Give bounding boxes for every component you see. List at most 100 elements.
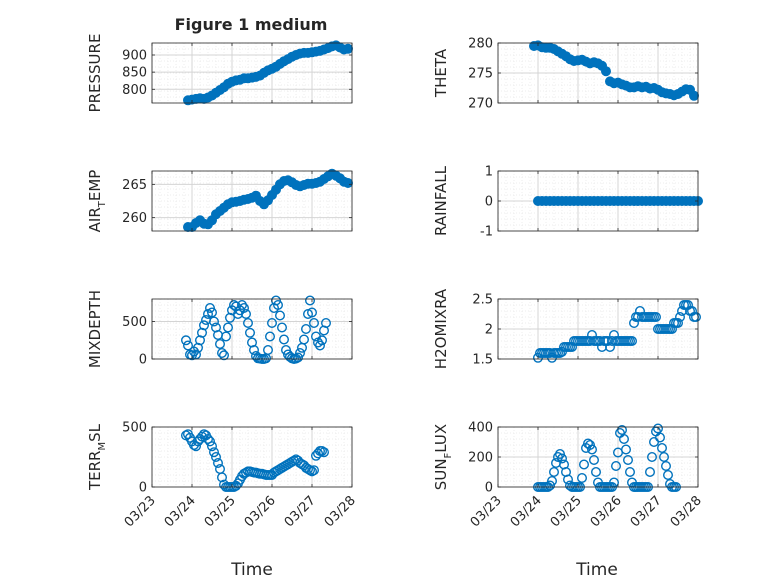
sun-flux-point <box>555 449 566 460</box>
mixdepth-point <box>238 303 249 314</box>
air-temp-ylabel-part: AIR <box>86 207 104 232</box>
mixdepth-point <box>295 348 306 359</box>
h2omixra-point <box>651 312 662 323</box>
rainfall-ylabel: RAINFALL <box>432 165 450 236</box>
rainfall-ytick-label: 0 <box>485 195 493 210</box>
air-temp-ylabel: AIRTEMP <box>86 170 108 233</box>
mixdepth-point <box>277 322 288 333</box>
mixdepth-point <box>315 340 326 351</box>
sun-flux-ylabel-sub: F <box>443 452 454 458</box>
terr-msl-xtick-label: 03/26 <box>242 493 279 530</box>
sun-flux-point <box>579 459 590 470</box>
panel-rainfall: -1 0 1 RAINFALL <box>432 165 704 240</box>
sun-flux-point <box>563 474 574 485</box>
air-temp-point <box>343 177 354 188</box>
mixdepth-point <box>279 334 290 345</box>
terr-msl-point <box>309 465 320 476</box>
sun-flux-point <box>611 461 622 472</box>
theta-point <box>689 90 700 101</box>
sun-flux-point <box>661 461 672 472</box>
mixdepth-point <box>180 335 191 346</box>
air-temp-ytick-label: 265 <box>122 178 147 193</box>
sun-flux-point <box>621 444 632 455</box>
terr-msl-ylabel-sub: M <box>97 442 108 451</box>
mixdepth-point <box>265 331 276 342</box>
sun-flux-point <box>655 432 666 443</box>
mixdepth-point <box>236 300 247 311</box>
sun-flux-point <box>545 480 556 491</box>
h2omixra-ytick-label: 1.5 <box>472 353 493 368</box>
mixdepth-point <box>248 345 259 356</box>
sun-flux-point <box>585 440 596 451</box>
rainfall-ytick-label: 1 <box>485 165 493 180</box>
sun-flux-xtick-label: 03/27 <box>628 493 665 530</box>
mixdepth-ytick-label: 0 <box>139 353 147 368</box>
sun-flux-ytick-label: 0 <box>485 481 493 496</box>
sun-flux-ylabel-part: LUX <box>432 424 450 453</box>
mixdepth-point <box>307 307 318 318</box>
mixdepth-point <box>305 295 316 306</box>
mixdepth-ylabel: MIXDEPTH <box>86 290 104 368</box>
rainfall-series <box>533 195 704 206</box>
mixdepth-point <box>216 348 227 359</box>
sun-flux-point <box>657 443 668 454</box>
sun-flux-ylabel-part: SUN <box>432 458 450 490</box>
sun-flux-point <box>589 455 600 466</box>
terr-msl-xtick-label: 03/23 <box>122 493 159 530</box>
sun-flux-xtick-label: 03/26 <box>588 493 625 530</box>
terr-msl-ylabel: TERRMSL <box>86 423 108 491</box>
theta-ytick-label: 270 <box>468 97 493 112</box>
sun-flux-point <box>647 452 658 463</box>
sun-flux-point <box>645 467 656 478</box>
pressure-ytick-label: 900 <box>122 49 147 64</box>
air-temp-axes-box <box>151 170 353 232</box>
h2omixra-ylabel: H2OMIXRA <box>432 288 450 369</box>
pressure-axes-box <box>151 42 353 104</box>
mixdepth-point <box>220 331 231 342</box>
air-temp-series <box>182 168 354 232</box>
terr-msl-xtick-label: 03/28 <box>322 493 359 530</box>
terr-msl-point <box>206 441 217 452</box>
theta-series <box>529 40 700 101</box>
pressure-ylabel: PRESSURE <box>86 34 104 113</box>
h2omixra-point <box>675 312 686 323</box>
sun-flux-point <box>591 467 602 478</box>
mixdepth-point <box>198 320 209 331</box>
sun-flux-point <box>663 470 674 481</box>
mixdepth-point <box>204 303 215 314</box>
sun-flux-xtick-label: 03/28 <box>668 493 705 530</box>
pressure-series <box>182 40 354 106</box>
mixdepth-point <box>293 352 304 363</box>
rainfall-ytick-label: -1 <box>480 225 493 240</box>
sun-flux-point <box>653 423 664 434</box>
terr-msl-ytick-label: 0 <box>139 481 147 496</box>
theta-ytick-label: 275 <box>468 67 493 82</box>
terr-msl-xtick-label: 03/24 <box>162 493 199 530</box>
panel-air-temp: 260 265 AIRTEMP <box>86 168 354 233</box>
panel-terr-msl: 0 500 03/23 03/24 03/25 03/26 03/27 03/28 TERRMS… <box>86 421 359 531</box>
mixdepth-point <box>240 309 251 320</box>
mixdepth-point <box>301 324 312 335</box>
h2omixra-ytick-label: 2 <box>485 323 493 338</box>
sun-flux-point <box>577 473 588 484</box>
terr-msl-ytick-label: 500 <box>122 421 147 436</box>
mixdepth-point <box>242 318 253 329</box>
h2omixra-point <box>691 312 702 323</box>
pressure-ytick-label: 850 <box>122 66 147 81</box>
theta-ylabel: THETA <box>432 48 450 98</box>
figure-title: Figure 1 medium <box>175 15 328 34</box>
mixdepth-point <box>206 307 217 318</box>
theta-ytick-label: 280 <box>468 37 493 52</box>
mixdepth-point <box>214 339 225 350</box>
mixdepth-point <box>309 318 320 329</box>
mixdepth-point <box>299 334 310 345</box>
sun-flux-point <box>625 467 636 478</box>
sun-flux-point <box>547 476 558 487</box>
terr-msl-point <box>210 452 221 463</box>
theta-point <box>601 66 612 77</box>
panel-pressure: 800 850 900 PRESSURE <box>86 34 354 113</box>
mixdepth-point <box>275 310 286 321</box>
terr-msl-point <box>317 446 328 457</box>
terr-msl-ylabel-part: SL <box>86 423 104 442</box>
sun-flux-point <box>659 452 670 463</box>
